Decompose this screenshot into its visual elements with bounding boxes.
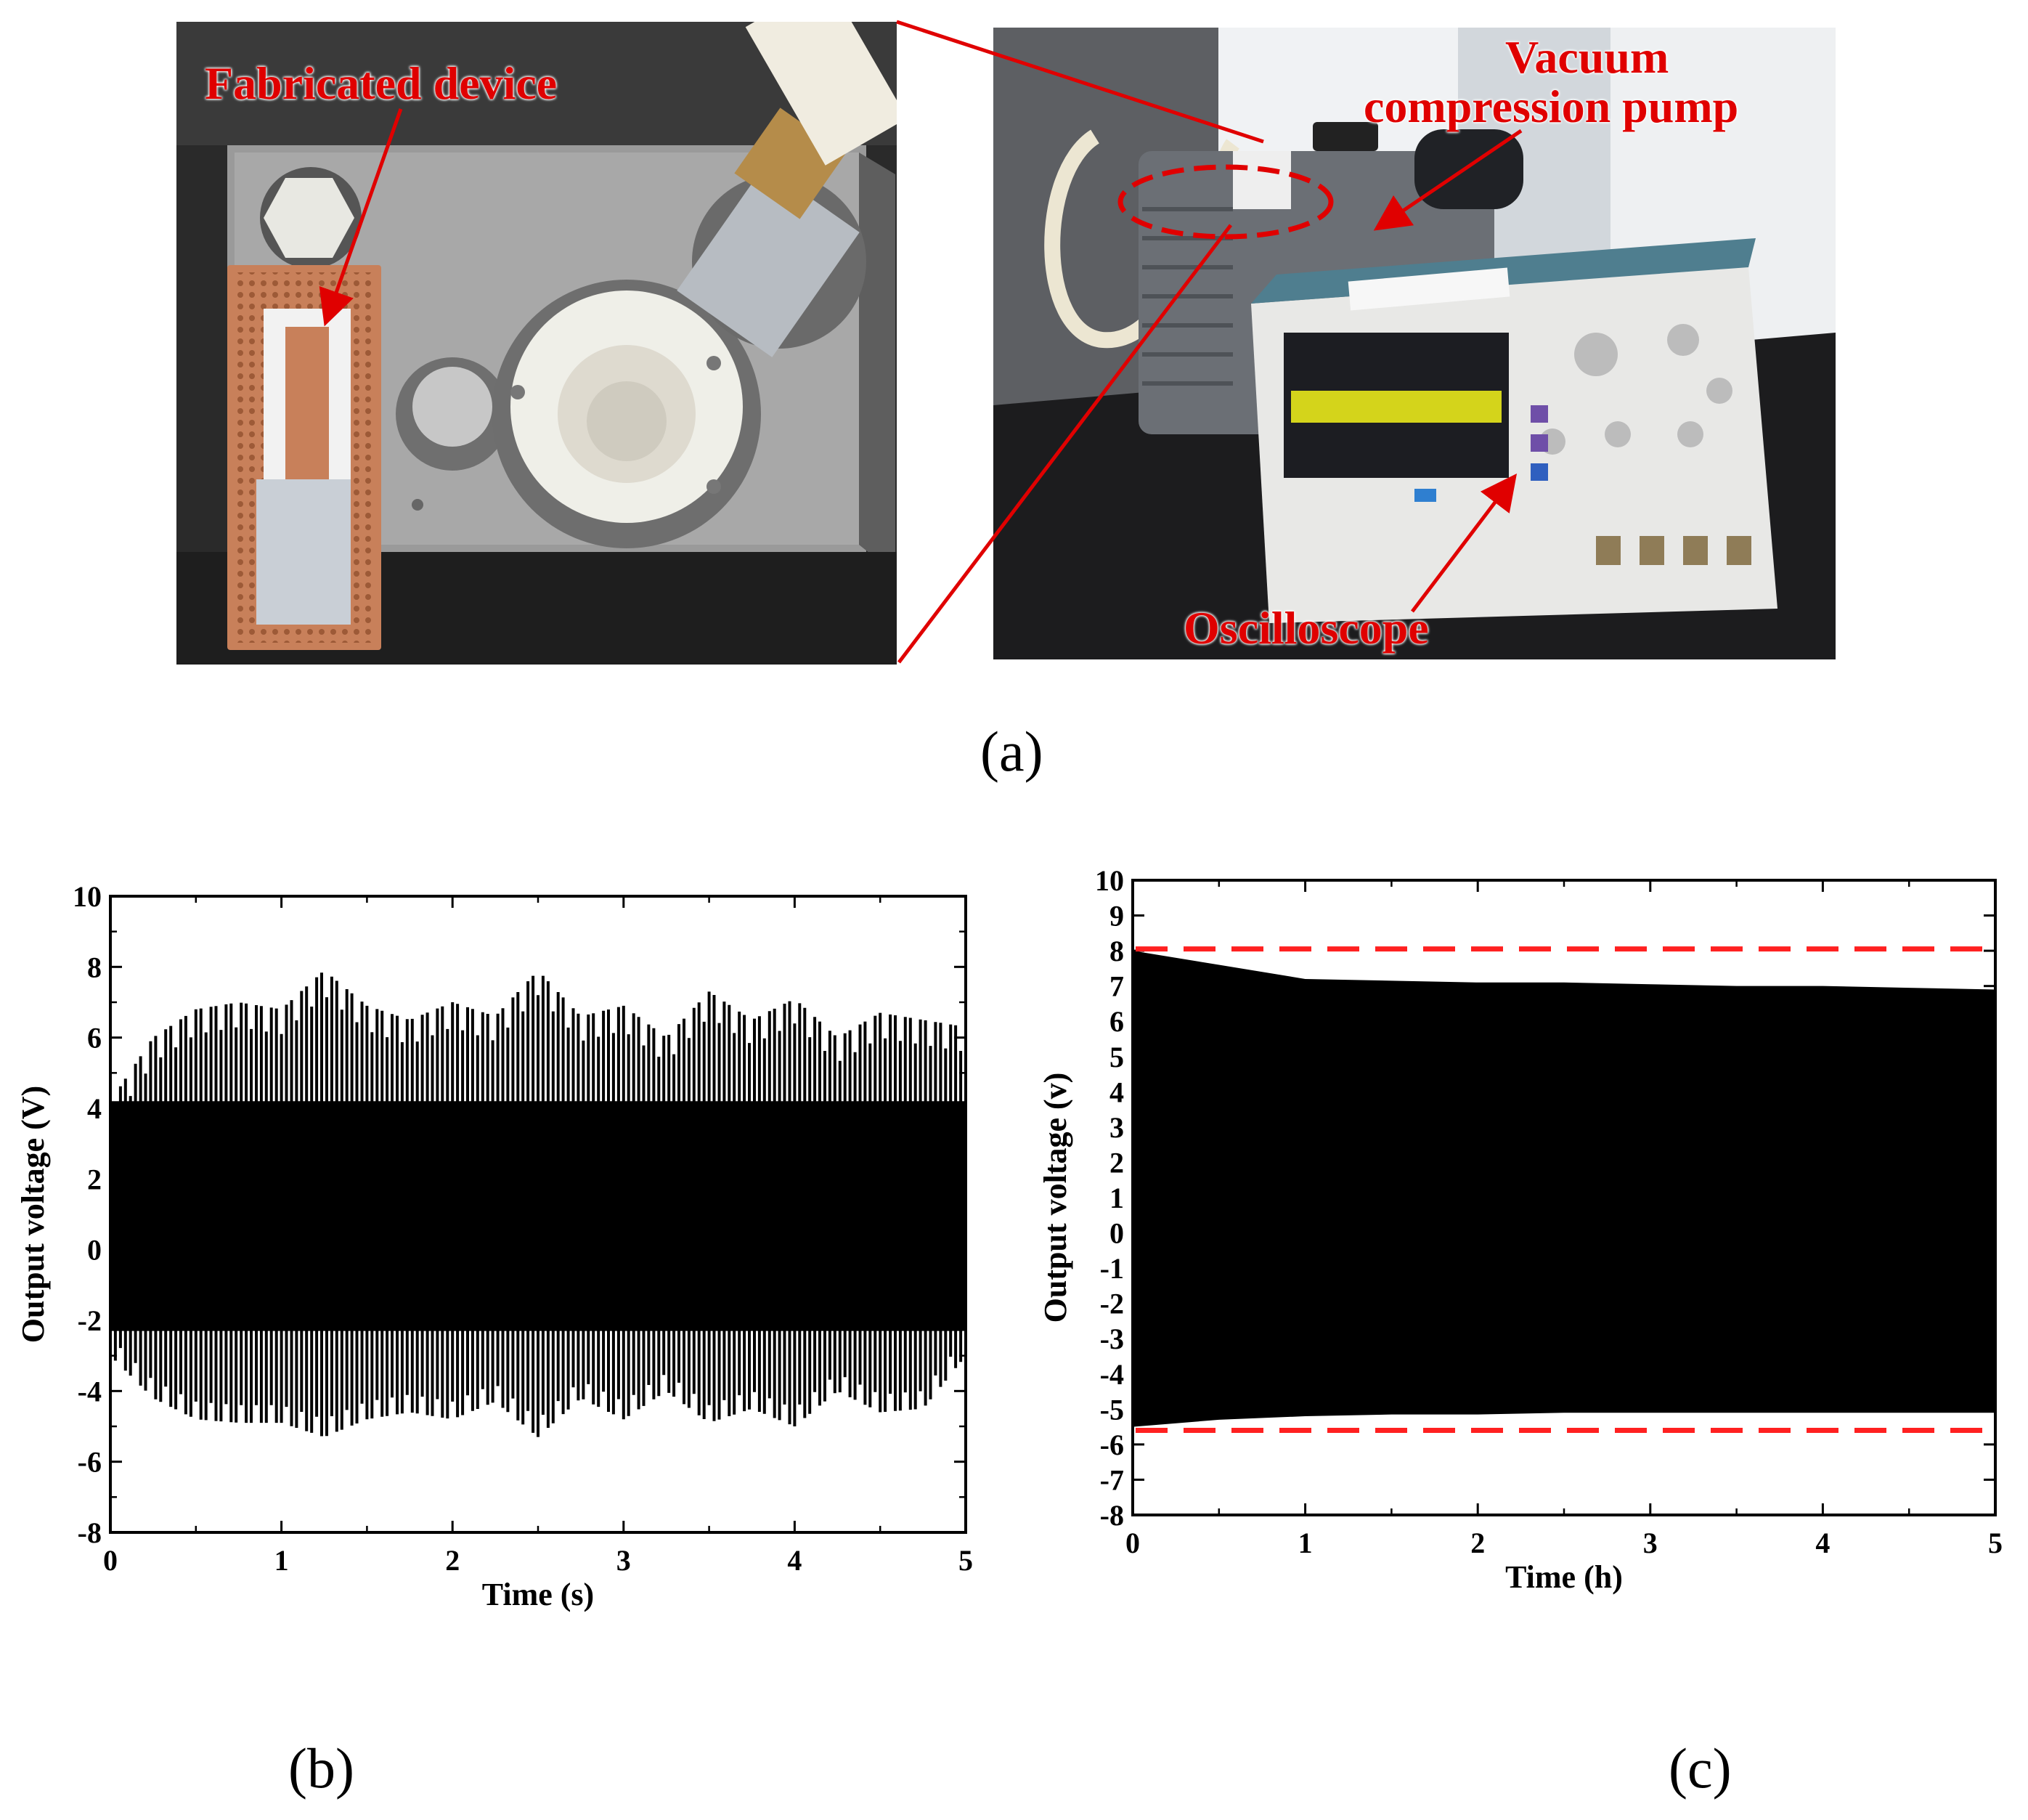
y-tick-label: 6 <box>87 1022 102 1055</box>
y-tick-label: -4 <box>1100 1358 1124 1391</box>
y-tick-label: 0 <box>1109 1217 1124 1250</box>
fabricated-device-callout: Fabricated device <box>205 57 558 109</box>
panel-label-b: (b) <box>288 1736 354 1800</box>
y-axis-label: Output voltage (v) <box>1038 1073 1073 1323</box>
x-tick-label: 4 <box>787 1544 802 1577</box>
x-tick-label: 3 <box>616 1544 631 1577</box>
y-tick-label: 6 <box>1109 1005 1124 1038</box>
x-tick-label: 3 <box>1643 1527 1658 1559</box>
x-tick-label: 5 <box>958 1544 973 1577</box>
y-tick-label: -2 <box>1100 1288 1124 1320</box>
y-tick-label: 4 <box>87 1092 102 1125</box>
x-tick-label: 5 <box>1988 1527 2003 1559</box>
y-tick-label: -8 <box>1100 1499 1124 1532</box>
chart-b: 0 1 2 3 4 5 -8 -6 -4 -2 0 2 4 6 8 10 Time (s) Output volt… <box>15 880 973 1612</box>
panel-label-a: (a) <box>980 720 1043 783</box>
y-tick-label: -7 <box>1100 1463 1124 1496</box>
y-tick-label: 9 <box>1109 900 1124 933</box>
y-tick-label: -6 <box>78 1446 102 1479</box>
y-tick-label: 2 <box>87 1163 102 1195</box>
y-tick-label: 10 <box>73 880 102 913</box>
device-photo-drawing <box>176 22 897 665</box>
y-tick-label: -8 <box>78 1516 102 1549</box>
y-tick-label: 8 <box>1109 935 1124 967</box>
y-tick-label: -2 <box>78 1304 102 1337</box>
y-tick-label: 5 <box>1109 1041 1124 1073</box>
y-axis-label: Output voltage (V) <box>15 1086 51 1343</box>
vacuum-hose <box>745 22 897 166</box>
vacuum-callout-line2: compression pump <box>1364 81 1739 132</box>
x-tick-label: 0 <box>103 1544 118 1577</box>
y-tick-label: 3 <box>1109 1111 1124 1144</box>
signal-spikes <box>109 972 967 1437</box>
oscilloscope-callout: Oscilloscope <box>1184 602 1429 654</box>
y-tick-label: 0 <box>87 1234 102 1267</box>
y-tick-label: 10 <box>1095 864 1124 897</box>
x-axis-label: Time (s) <box>482 1577 594 1612</box>
x-tick-label: 1 <box>1298 1527 1313 1559</box>
y-tick-label: 2 <box>1109 1146 1124 1179</box>
x-tick-label: 2 <box>1470 1527 1485 1559</box>
y-tick-label: -4 <box>78 1375 102 1407</box>
x-tick-label: 4 <box>1815 1527 1830 1559</box>
y-tick-label: -5 <box>1100 1393 1124 1426</box>
vacuum-port <box>677 166 860 357</box>
x-tick-label: 1 <box>274 1544 289 1577</box>
signal-area <box>1133 951 1995 1427</box>
y-tick-label: 8 <box>87 951 102 983</box>
y-tick-label: -6 <box>1100 1429 1124 1461</box>
y-tick-label: 7 <box>1109 970 1124 1003</box>
vacuum-callout-line1: Vacuum <box>1505 31 1669 83</box>
y-tick-label: -3 <box>1100 1323 1124 1355</box>
y-tick-label: -1 <box>1100 1252 1124 1285</box>
scope-trace <box>1291 391 1502 423</box>
panel-label-c: (c) <box>1669 1736 1732 1800</box>
y-tick-label: 1 <box>1109 1182 1124 1214</box>
device-photo <box>176 22 897 665</box>
x-tick-label: 2 <box>445 1544 460 1577</box>
y-tick-label: 4 <box>1109 1076 1124 1108</box>
x-axis-label: Time (h) <box>1505 1559 1623 1595</box>
device-membrane <box>256 479 351 625</box>
x-tick-label: 0 <box>1125 1527 1140 1559</box>
